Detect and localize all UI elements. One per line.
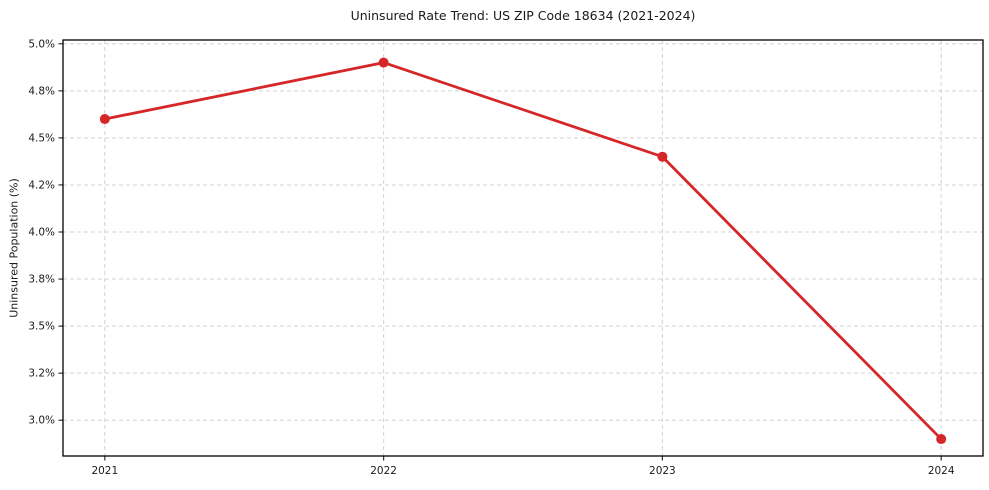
chart-title: Uninsured Rate Trend: US ZIP Code 18634 … <box>350 8 696 23</box>
x-tick-label: 2023 <box>649 465 676 477</box>
y-axis-label: Uninsured Population (%) <box>7 178 21 318</box>
x-tick-label: 2024 <box>928 465 955 477</box>
y-tick-label: 3.8% <box>28 274 55 286</box>
axes-frame <box>62 39 984 457</box>
data-point-marker <box>657 151 668 162</box>
data-point-marker <box>99 114 110 125</box>
y-tick-label: 3.2% <box>28 368 55 380</box>
y-tick-label: 3.0% <box>28 415 55 427</box>
x-tick-label: 2021 <box>91 465 118 477</box>
data-point-marker <box>936 434 947 445</box>
data-point-marker <box>378 57 389 68</box>
trend-line <box>103 61 943 441</box>
y-tick-label: 4.0% <box>28 227 55 239</box>
y-tick-label: 4.8% <box>28 85 55 97</box>
y-tick-label: 3.5% <box>28 321 55 333</box>
y-tick-label: 5.0% <box>28 38 55 50</box>
x-tick-label: 2022 <box>370 465 397 477</box>
y-tick-label: 4.5% <box>28 132 55 144</box>
y-tick-label: 4.2% <box>28 179 55 191</box>
